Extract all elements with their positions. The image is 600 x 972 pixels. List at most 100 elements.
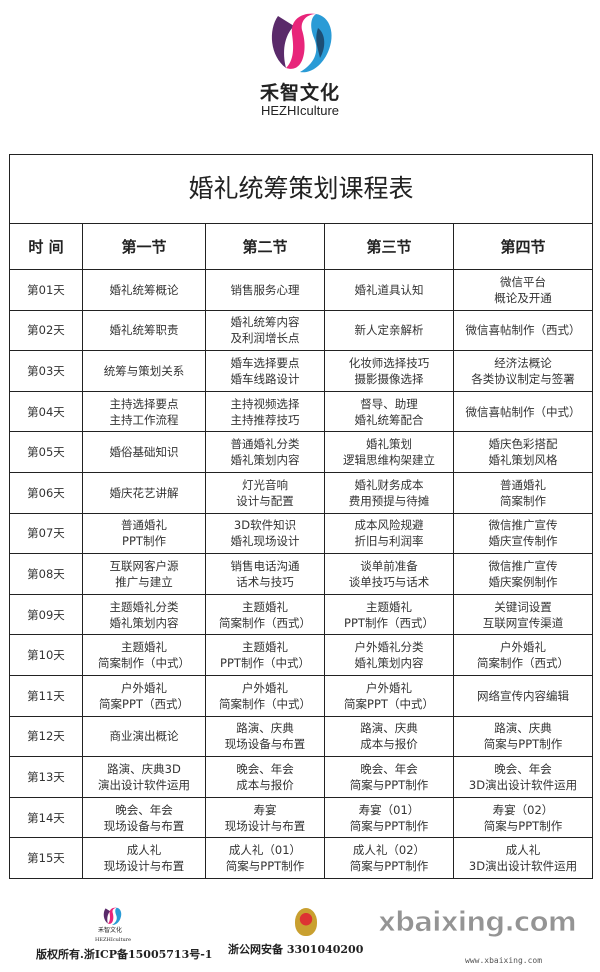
course-line: 现场设备与布置 xyxy=(224,737,306,752)
course-line: 3D软件知识 xyxy=(233,518,297,533)
course-cell: 婚礼策划 逻辑思维构架建立 xyxy=(324,431,454,473)
course-line: 现场设计与布置 xyxy=(103,859,185,874)
brand-name: 禾智文化 xyxy=(259,82,340,104)
course-cell: 晚会、年会 成本与报价 xyxy=(205,756,325,798)
course-cell: 主题婚礼分类 婚礼策划内容 xyxy=(82,593,206,636)
course-cell: 寿宴 现场设计与布置 xyxy=(205,796,325,839)
course-cell: 主题婚礼 PPT制作（中式） xyxy=(205,634,325,676)
course-cell: 晚会、年会 简案与PPT制作 xyxy=(324,756,454,798)
course-line: 销售服务心理 xyxy=(230,282,300,297)
course-line: 简案PPT（中式） xyxy=(344,696,434,711)
course-line: 路演、庆典 xyxy=(236,721,294,736)
course-cell: 成人礼 现场设计与布置 xyxy=(82,837,206,879)
course-line: PPT制作 xyxy=(122,534,166,549)
course-line: 微信推广宣传 xyxy=(488,558,558,573)
course-cell: 关键词设置 互联网宣传渠道 xyxy=(453,593,593,636)
day-cell: 第06天 xyxy=(9,471,83,514)
course-line: 主题婚礼 xyxy=(121,640,167,655)
table-row: 第10天 主题婚礼 简案制作（中式） 主题婚礼 PPT制作（中式） 户外婚礼分类 婚礼策划内… xyxy=(9,634,593,676)
watermark: xbaixing.com xyxy=(378,905,578,938)
course-line: 网络宣传内容编辑 xyxy=(477,688,569,703)
column-header: 第一节 xyxy=(82,223,206,270)
table-row: 第07天 普通婚礼 PPT制作 3D软件知识 婚礼现场设计 成本风险规避 折旧与利润率 微信推… xyxy=(9,512,593,555)
course-line: 户外婚礼 xyxy=(366,680,412,695)
course-cell: 成人礼（01） 简案与PPT制作 xyxy=(205,837,325,879)
course-cell: 3D软件知识 婚礼现场设计 xyxy=(205,512,325,555)
course-cell: 寿宴（02） 简案与PPT制作 xyxy=(453,796,593,839)
course-cell: 新人定亲解析 xyxy=(324,309,454,352)
course-cell: 婚礼统筹内容 及利润增长点 xyxy=(205,309,325,352)
course-cell: 督导、助理 婚礼统筹配合 xyxy=(324,390,454,433)
course-cell: 谈单前准备 谈单技巧与话术 xyxy=(324,553,454,595)
day-cell: 第09天 xyxy=(9,593,83,636)
brand-name-english: HEZHIculture xyxy=(260,103,340,118)
course-line: 婚礼统筹职责 xyxy=(109,323,179,338)
course-line: 成人礼（02） xyxy=(352,843,426,858)
course-line: 婚礼策划 xyxy=(366,437,412,452)
course-line: 概论及开通 xyxy=(494,290,552,305)
course-line: PPT制作（中式） xyxy=(220,656,310,671)
course-cell: 婚礼道具认知 xyxy=(324,269,454,311)
course-cell: 商业演出概论 xyxy=(82,715,206,758)
course-cell: 主持视频选择 主持推荐技巧 xyxy=(205,390,325,433)
course-line: 及利润增长点 xyxy=(230,331,300,346)
course-cell: 主持选择要点 主持工作流程 xyxy=(82,390,206,433)
day-cell: 第15天 xyxy=(9,837,83,879)
course-line: 简案PPT（西式） xyxy=(99,696,189,711)
course-line: 简案制作（西式） xyxy=(219,615,311,630)
day-cell: 第08天 xyxy=(9,553,83,595)
course-line: 晚会、年会 xyxy=(360,761,418,776)
course-line: 户外婚礼 xyxy=(121,680,167,695)
course-line: 微信平台 xyxy=(500,274,546,289)
course-line: 简案与PPT制作 xyxy=(225,859,305,874)
police-record[interactable]: 浙公网安备 3301040200 xyxy=(228,943,364,956)
course-cell: 统筹与策划关系 xyxy=(82,350,206,392)
course-cell: 销售服务心理 xyxy=(205,269,325,311)
day-cell: 第12天 xyxy=(9,715,83,758)
course-line: 推广与建立 xyxy=(115,574,173,589)
course-cell: 婚车选择要点 婚车线路设计 xyxy=(205,350,325,392)
course-line: 婚礼策划内容 xyxy=(230,453,300,468)
course-line: 主持工作流程 xyxy=(109,412,179,427)
course-line: 户外婚礼 xyxy=(500,640,546,655)
course-line: 婚庆色彩搭配 xyxy=(488,437,558,452)
table-title: 婚礼统筹策划课程表 xyxy=(9,154,593,224)
course-line: 主题婚礼 xyxy=(366,599,412,614)
course-line: 关键词设置 xyxy=(494,599,552,614)
course-line: 主题婚礼 xyxy=(242,599,288,614)
course-line: 婚礼道具认知 xyxy=(354,282,424,297)
course-cell: 主题婚礼 简案制作（西式） xyxy=(205,593,325,636)
course-line: 路演、庆典3D xyxy=(107,761,181,776)
course-line: 婚礼策划内容 xyxy=(354,656,424,671)
table-row: 第12天 商业演出概论 路演、庆典 现场设备与布置 路演、庆典 成本与报价 路演、庆典 简案与… xyxy=(9,715,593,758)
course-line: 路演、庆典 xyxy=(360,721,418,736)
course-line: 成本风险规避 xyxy=(354,518,424,533)
course-line: 路演、庆典 xyxy=(494,721,552,736)
course-line: 寿宴（01） xyxy=(358,802,420,817)
course-line: 婚车选择要点 xyxy=(230,355,300,370)
course-line: 婚礼现场设计 xyxy=(230,534,300,549)
course-line: 费用预提与待摊 xyxy=(348,493,430,508)
course-cell: 婚庆色彩搭配 婚礼策划风格 xyxy=(453,431,593,473)
course-line: 寿宴（02） xyxy=(492,802,554,817)
course-line: 简案与PPT制作 xyxy=(349,777,429,792)
course-line: 互联网客户源 xyxy=(109,558,179,573)
course-cell: 微信喜帖制作（中式） xyxy=(453,390,593,433)
course-cell: 晚会、年会 3D演出设计软件运用 xyxy=(453,756,593,798)
course-schedule-table: 婚礼统筹策划课程表 时 间第一节 第二节 第三节 第四节 第01天 婚礼统筹概论 销售服务… xyxy=(9,154,593,879)
day-cell: 第11天 xyxy=(9,674,83,717)
course-cell: 化妆师选择技巧 摄影摄像选择 xyxy=(324,350,454,392)
table-row: 第14天 晚会、年会 现场设备与布置 寿宴 现场设计与布置 寿宴（01） 简案与PPT制作寿… xyxy=(9,796,593,839)
course-cell: 普通婚礼 PPT制作 xyxy=(82,512,206,555)
course-cell: 互联网客户源 推广与建立 xyxy=(82,553,206,595)
course-cell: 路演、庆典 现场设备与布置 xyxy=(205,715,325,758)
copyright-icp[interactable]: 版权所有.浙ICP备15005713号-1 xyxy=(36,948,213,961)
course-line: 婚庆案例制作 xyxy=(488,574,558,589)
course-line: 谈单前准备 xyxy=(360,558,418,573)
course-line: 商业演出概论 xyxy=(109,729,179,744)
table-row: 第15天 成人礼 现场设计与布置 成人礼（01） 简案与PPT制作 成人礼（02） 简案与P… xyxy=(9,837,593,879)
course-cell: 户外婚礼 简案PPT（西式） xyxy=(82,674,206,717)
course-line: 简案制作 xyxy=(500,493,546,508)
course-line: 普通婚礼 xyxy=(500,477,546,492)
course-line: 户外婚礼 xyxy=(242,680,288,695)
